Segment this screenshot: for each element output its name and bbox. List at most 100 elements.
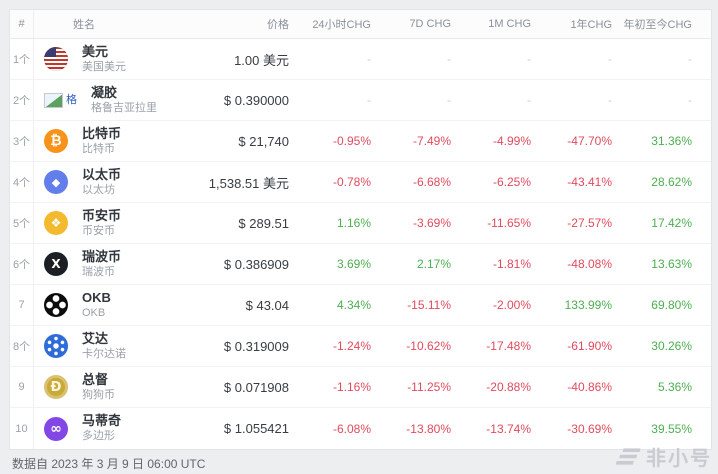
change-24h-cell: 1.16% bbox=[336, 216, 371, 230]
watermark: 非小号 bbox=[614, 442, 712, 471]
change-1m-cell: - bbox=[527, 93, 531, 107]
rank-cell: 3个 bbox=[10, 121, 34, 161]
bnb-icon: ❖ bbox=[44, 211, 68, 235]
rank-cell: 2个 bbox=[10, 80, 34, 120]
table-row[interactable]: 4个 ◆ 以太币 以太坊 1,538.51 美元 -0.78% -6.68% -… bbox=[10, 162, 711, 203]
data-timestamp: 数据自 2023 年 3 月 9 日 06:00 UTC bbox=[12, 457, 206, 471]
change-1m-cell: -1.81% bbox=[492, 257, 531, 271]
xrp-icon: X bbox=[44, 252, 68, 276]
price-cell: $ 289.51 bbox=[238, 215, 289, 231]
change-1m-cell: -2.00% bbox=[492, 298, 531, 312]
change-ytd-cell: 69.80% bbox=[651, 298, 692, 312]
cardano-icon bbox=[44, 334, 68, 358]
price-cell: $ 0.319009 bbox=[223, 338, 289, 354]
change-1y-cell: - bbox=[608, 93, 612, 107]
table-row[interactable]: 6个 X 瑞波币 瑞波币 $ 0.386909 3.69% 2.17% -1.8… bbox=[10, 244, 711, 285]
rank-cell: 10 bbox=[10, 408, 34, 449]
change-7d-cell: -3.69% bbox=[412, 216, 451, 230]
coin-name: 以太币 bbox=[82, 166, 122, 182]
change-7d-cell: -15.11% bbox=[407, 298, 451, 312]
rank-cell: 6个 bbox=[10, 244, 34, 284]
bitcoin-icon: ₿ bbox=[44, 129, 68, 153]
table-row[interactable]: 3个 ₿ 比特币 比特币 $ 21,740 -0.95% -7.49% -4.9… bbox=[10, 121, 711, 162]
change-7d-cell: 2.17% bbox=[416, 257, 451, 271]
name-cell: X 瑞波币 瑞波币 bbox=[34, 244, 179, 284]
header-1y-change[interactable]: 1年CHG bbox=[570, 19, 612, 31]
price-cell: $ 0.071908 bbox=[223, 379, 289, 395]
change-ytd-cell: 31.36% bbox=[651, 134, 692, 148]
change-1y-cell: -27.57% bbox=[567, 216, 612, 230]
header-price[interactable]: 价格 bbox=[267, 19, 289, 31]
table-row[interactable]: 7 OKB OKB $ 43.04 4.34% -15.11% -2.00% 1… bbox=[10, 285, 711, 326]
price-cell: 1.00 美元 bbox=[234, 52, 289, 68]
change-24h-cell: -0.95% bbox=[332, 134, 371, 148]
name-cell: ❖ 币安币 币安币 bbox=[34, 203, 179, 243]
change-ytd-cell: 28.62% bbox=[651, 175, 692, 189]
rank-cell: 4个 bbox=[10, 162, 34, 202]
change-ytd-cell: 17.42% bbox=[651, 216, 692, 230]
change-7d-cell: -6.68% bbox=[412, 175, 451, 189]
change-1m-cell: - bbox=[527, 52, 531, 66]
table-row[interactable]: 9 Ð 总督 狗狗币 $ 0.071908 -1.16% -11.25% -20… bbox=[10, 367, 711, 408]
change-ytd-cell: 5.36% bbox=[657, 380, 692, 394]
header-24h-change[interactable]: 24小时CHG bbox=[312, 19, 371, 31]
polygon-icon: ∞ bbox=[44, 416, 68, 441]
ethereum-icon: ◆ bbox=[44, 170, 68, 194]
change-1m-cell: -4.99% bbox=[492, 134, 531, 148]
coin-subtitle: OKB bbox=[82, 306, 106, 319]
change-1y-cell: 133.99% bbox=[564, 298, 612, 312]
header-ytd-change[interactable]: 年初至今CHG bbox=[623, 19, 692, 31]
price-cell: $ 21,740 bbox=[238, 133, 289, 149]
price-cell: $ 43.04 bbox=[245, 297, 289, 313]
table-row[interactable]: 10 ∞ 马蒂奇 多边形 $ 1.055421 -6.08% -13.80% -… bbox=[10, 408, 711, 449]
change-ytd-cell: - bbox=[688, 52, 692, 66]
change-24h-cell: -1.24% bbox=[332, 339, 371, 353]
change-ytd-cell: 39.55% bbox=[651, 421, 692, 436]
change-7d-cell: -7.49% bbox=[412, 134, 451, 148]
coin-subtitle: 以太坊 bbox=[82, 183, 115, 196]
name-cell: Ð 总督 狗狗币 bbox=[34, 367, 179, 407]
name-cell: 艾达 卡尔达诺 bbox=[34, 326, 179, 366]
coin-subtitle: 币安币 bbox=[82, 224, 115, 237]
header-rank[interactable]: # bbox=[10, 10, 34, 38]
price-cell: $ 0.390000 bbox=[223, 92, 289, 108]
change-1y-cell: -61.90% bbox=[567, 339, 612, 353]
broken-image-icon: 格 bbox=[44, 88, 77, 112]
rank-cell: 5个 bbox=[10, 203, 34, 243]
change-24h-cell: -6.08% bbox=[332, 421, 371, 436]
change-1y-cell: -43.41% bbox=[567, 175, 612, 189]
coin-subtitle: 多边形 bbox=[82, 430, 115, 443]
okb-icon bbox=[44, 293, 68, 317]
change-1y-cell: -40.86% bbox=[567, 380, 612, 394]
change-7d-cell: - bbox=[447, 93, 451, 107]
change-1y-cell: -47.70% bbox=[567, 134, 612, 148]
change-ytd-cell: 30.26% bbox=[651, 339, 692, 353]
change-24h-cell: -1.16% bbox=[332, 380, 371, 394]
table-row[interactable]: 1个 美元 美国美元 1.00 美元 - - - - - bbox=[10, 39, 711, 80]
change-1m-cell: -11.65% bbox=[487, 216, 531, 230]
change-24h-cell: - bbox=[367, 52, 371, 66]
table-row[interactable]: 8个 艾达 卡尔达诺 $ 0.319009 -1.24% -10.62% -17… bbox=[10, 326, 711, 367]
header-1m-change[interactable]: 1M CHG bbox=[488, 18, 531, 30]
rank-cell: 1个 bbox=[10, 39, 34, 79]
price-cell: $ 0.386909 bbox=[223, 256, 289, 272]
change-24h-cell: 3.69% bbox=[336, 257, 371, 271]
rank-cell: 8个 bbox=[10, 326, 34, 366]
header-7d-change[interactable]: 7D CHG bbox=[409, 18, 451, 30]
coin-subtitle: 格鲁吉亚拉里 bbox=[91, 101, 157, 114]
table-row[interactable]: 2个 格 凝胶 格鲁吉亚拉里 $ 0.390000 - - - - - bbox=[10, 80, 711, 121]
coin-subtitle: 卡尔达诺 bbox=[82, 347, 126, 360]
crypto-price-table: # 姓名 价格 24小时CHG 7D CHG 1M CHG 1年CHG 年初至今… bbox=[9, 9, 712, 450]
coin-subtitle: 美国美元 bbox=[82, 60, 126, 73]
change-24h-cell: - bbox=[367, 93, 371, 107]
coin-name: 总督 bbox=[82, 371, 109, 387]
coin-name: 凝胶 bbox=[91, 84, 118, 100]
change-1m-cell: -20.88% bbox=[486, 380, 531, 394]
header-name[interactable]: 姓名 bbox=[73, 19, 95, 31]
table-row[interactable]: 5个 ❖ 币安币 币安币 $ 289.51 1.16% -3.69% -11.6… bbox=[10, 203, 711, 244]
change-1y-cell: -48.08% bbox=[567, 257, 612, 271]
change-7d-cell: -10.62% bbox=[406, 339, 451, 353]
coin-name: 币安币 bbox=[82, 207, 122, 223]
coin-name: 艾达 bbox=[82, 330, 109, 346]
coin-subtitle: 比特币 bbox=[82, 142, 115, 155]
